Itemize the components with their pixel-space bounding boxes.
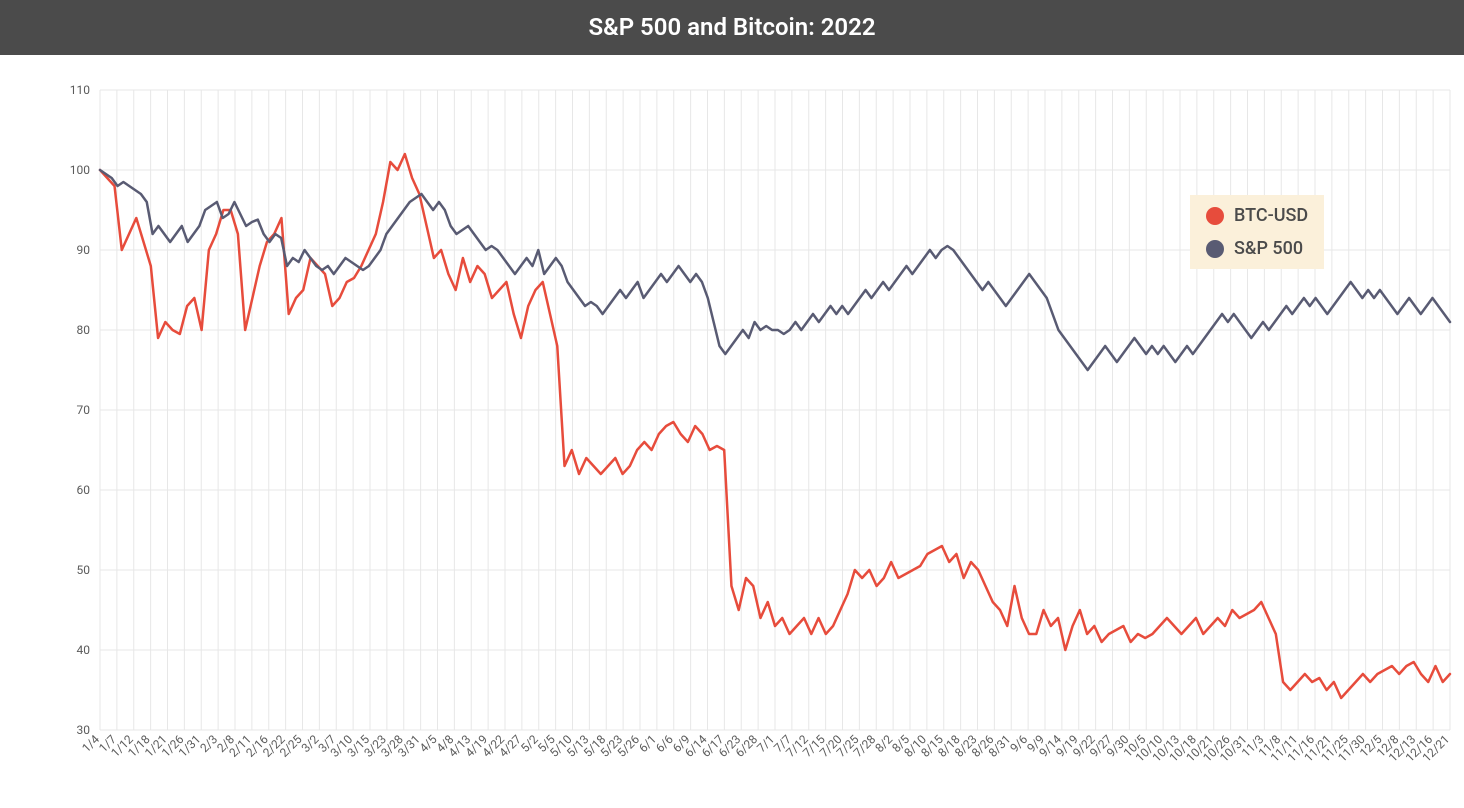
legend-label: BTC-USD [1234,205,1308,226]
y-tick-label: 50 [77,563,91,577]
legend-label: S&P 500 [1234,238,1303,259]
legend-dot-icon [1206,240,1224,258]
line-chart-svg: 304050607080901001101/41/71/121/181/211/… [0,55,1464,808]
legend-dot-icon [1206,207,1224,225]
y-tick-label: 60 [77,483,91,497]
y-tick-label: 100 [70,163,90,177]
y-tick-label: 110 [70,83,90,97]
y-tick-label: 70 [77,403,91,417]
y-tick-label: 80 [77,323,91,337]
chart-area: 304050607080901001101/41/71/121/181/211/… [0,55,1464,808]
legend-item-sp500: S&P 500 [1206,238,1308,259]
legend: BTC-USD S&P 500 [1190,195,1324,269]
y-tick-label: 90 [77,243,91,257]
y-tick-label: 40 [77,643,91,657]
legend-item-btc: BTC-USD [1206,205,1308,226]
chart-title-text: S&P 500 and Bitcoin: 2022 [588,13,875,41]
chart-title-bar: S&P 500 and Bitcoin: 2022 [0,0,1464,55]
